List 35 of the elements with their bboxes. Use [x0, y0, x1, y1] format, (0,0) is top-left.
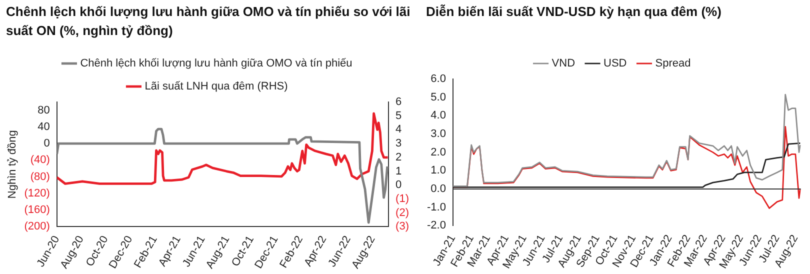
y2-tick-label: 1 — [396, 165, 402, 178]
y2-tick-label: 2 — [396, 151, 402, 164]
y-tick-label: 0.0 — [430, 183, 446, 196]
y-tick-label: (160) — [24, 204, 50, 216]
y2-tick-label: 3 — [396, 138, 402, 150]
y-tick-label: 80 — [38, 104, 50, 116]
legend-label: USD — [604, 58, 627, 70]
y-tick-label: (120) — [24, 187, 50, 200]
y-tick-label: -1.0 — [426, 201, 446, 214]
y2-tick-label: (3) — [396, 220, 410, 233]
y2-tick-label: (2) — [396, 206, 410, 219]
y-tick-label: 6.0 — [430, 73, 446, 86]
y-tick-label: 1.0 — [430, 164, 446, 177]
y2-tick-label: (1) — [396, 193, 410, 206]
y-axis-title: Nghìn tỷ đồng — [6, 130, 19, 199]
y-tick-label: 4.0 — [430, 110, 446, 122]
y-tick-label: (200) — [24, 220, 50, 233]
y-tick-label: (80) — [30, 170, 50, 183]
y-tick-label: (40) — [30, 154, 50, 166]
y2-tick-label: 0 — [396, 179, 402, 192]
y2-tick-label: 4 — [396, 124, 402, 136]
legend-label: Lãi suất LNH qua đêm (RHS) — [144, 80, 288, 93]
y-tick-label: 40 — [38, 120, 50, 133]
legend-label: Spread — [655, 58, 691, 70]
legend-label: VND — [552, 58, 576, 70]
y-tick-label: 2.0 — [430, 146, 446, 158]
y-tick-label: 3.0 — [430, 128, 446, 140]
legend-label: Chênh lệch khối lượng lưu hành giữa OMO và tín phiếu — [80, 58, 352, 70]
y-tick-label: 0 — [44, 138, 50, 150]
y-tick-label: 5.0 — [430, 91, 446, 104]
y2-tick-label: 5 — [396, 110, 402, 122]
y2-tick-label: 6 — [396, 96, 402, 108]
chart-title: Diễn biến lãi suất VND-USD kỳ hạn qua đêm (%) — [425, 3, 722, 21]
y-tick-label: -2.0 — [426, 220, 446, 232]
chart-title: Chênh lệch khối lượng lưu hành giữa OMO và tín phiếu so với lãi suất ON (%, nghìn tỷ đồng) — [5, 3, 412, 40]
